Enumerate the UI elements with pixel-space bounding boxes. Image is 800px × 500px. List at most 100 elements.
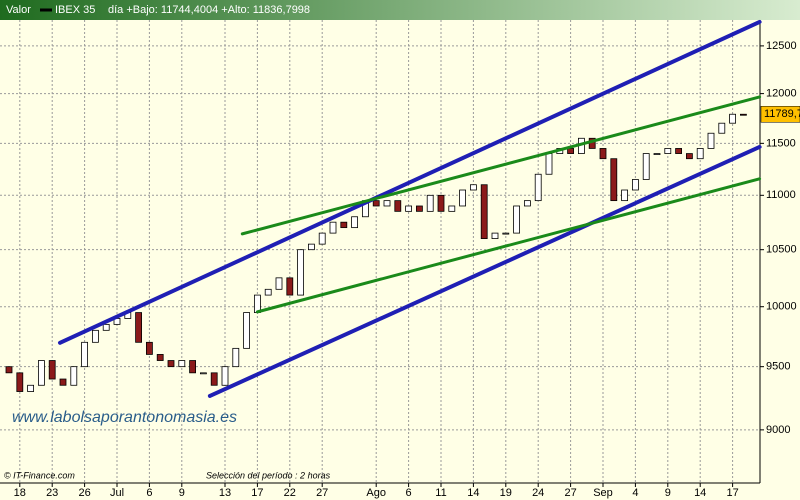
candle-body <box>189 360 197 374</box>
candle-body <box>437 194 445 212</box>
candle-body <box>621 189 628 202</box>
candle-body <box>135 312 143 343</box>
x-tick-label: 14 <box>467 487 479 499</box>
candle-body <box>102 323 110 331</box>
y-tick-label: 12500 <box>766 40 797 52</box>
candle-body <box>199 372 207 375</box>
watermark: www.labolsaporantonomasia.es <box>12 409 237 426</box>
candle-body <box>686 153 693 160</box>
x-tick-label: 11 <box>435 487 446 499</box>
candle-body <box>567 148 574 154</box>
candle-body <box>210 372 218 386</box>
candle-body <box>426 194 434 212</box>
y-tick-label: 9500 <box>766 361 790 373</box>
header-bar <box>0 0 800 20</box>
candle-body <box>145 341 153 355</box>
y-tick-label: 11000 <box>766 189 796 201</box>
x-tick-label: 14 <box>694 487 706 499</box>
x-tick-label: 18 <box>14 487 26 499</box>
x-tick-label: 9 <box>179 487 185 499</box>
candle-body <box>351 216 359 229</box>
x-tick-label: 17 <box>726 487 738 499</box>
candle-body <box>221 366 229 386</box>
last-price-label: 11789,7 <box>764 108 800 120</box>
x-tick-label: 26 <box>78 487 90 499</box>
trendline <box>207 144 762 398</box>
legend-entry: IBEX 35 <box>55 4 95 16</box>
candle-body <box>264 288 272 296</box>
candle-body <box>92 329 99 343</box>
candle-body <box>513 205 520 234</box>
candle-body <box>675 148 682 154</box>
candle-body <box>632 179 639 191</box>
candle-body <box>329 221 337 234</box>
source-note: © IT-Finance.com <box>4 470 75 480</box>
candle-body <box>642 153 650 180</box>
x-tick-label: Jul <box>110 487 124 499</box>
x-tick-label: 27 <box>316 487 328 499</box>
trendline <box>255 177 762 314</box>
candle-body <box>664 148 672 154</box>
candle-body <box>459 189 467 207</box>
x-tick-label: 6 <box>406 487 412 499</box>
candle-body <box>307 243 315 251</box>
candle-body <box>243 312 251 349</box>
candle-body <box>415 205 423 212</box>
candle-body <box>372 200 380 207</box>
x-tick-label: 4 <box>632 487 638 499</box>
x-tick-label: 9 <box>665 487 671 499</box>
y-tick-label: 11500 <box>766 137 796 149</box>
candle-body <box>599 148 607 160</box>
header-label: Valor <box>6 4 31 16</box>
candle-body <box>167 360 175 368</box>
candle-body <box>318 232 326 245</box>
candle-body <box>70 366 78 386</box>
candle-body <box>491 232 499 240</box>
x-tick-label: 23 <box>46 487 58 499</box>
y-tick-label: 9000 <box>766 424 790 436</box>
candle-body <box>297 249 305 296</box>
x-tick-label: 22 <box>284 487 296 499</box>
candle-body <box>383 200 391 207</box>
y-tick-label: 12000 <box>766 88 797 100</box>
candle-body <box>653 153 661 155</box>
x-tick-label: 19 <box>500 487 512 499</box>
candle-body <box>27 384 35 392</box>
x-tick-label: 27 <box>564 487 576 499</box>
x-tick-label: Sep <box>593 487 613 499</box>
candle-body <box>610 158 618 202</box>
candle-body <box>275 277 283 290</box>
header-info: día +Bajo: 11744,4004 +Alto: 11836,7998 <box>108 4 310 16</box>
candle-body <box>718 122 726 134</box>
candle-body <box>696 148 704 160</box>
candle-body <box>405 205 413 212</box>
candle-body <box>448 205 456 212</box>
candle-body <box>534 173 542 202</box>
candle-body <box>469 184 477 191</box>
candle-body <box>48 360 56 380</box>
candle-body <box>707 132 715 149</box>
candle-body <box>286 277 294 296</box>
candle-body <box>340 221 348 229</box>
candle-body <box>16 372 24 392</box>
candle-body <box>59 378 67 386</box>
x-tick-label: Ago <box>366 487 386 499</box>
candle-body <box>38 360 45 386</box>
candle-body <box>5 366 13 374</box>
candle-body <box>394 200 402 212</box>
candle-body <box>545 153 553 175</box>
x-tick-label: 17 <box>251 487 263 499</box>
candle-body <box>156 354 164 361</box>
candle-body <box>524 200 531 207</box>
candle-body <box>232 347 240 368</box>
x-tick-label: 13 <box>219 487 231 499</box>
last-price-box <box>760 106 800 123</box>
trendline <box>240 95 762 236</box>
period-note: Selección del período : 2 horas <box>206 470 331 480</box>
candle-body <box>81 341 88 368</box>
candle-body <box>740 113 747 116</box>
candle-body <box>502 232 510 235</box>
y-tick-label: 10000 <box>766 301 797 313</box>
trendline <box>57 19 762 345</box>
